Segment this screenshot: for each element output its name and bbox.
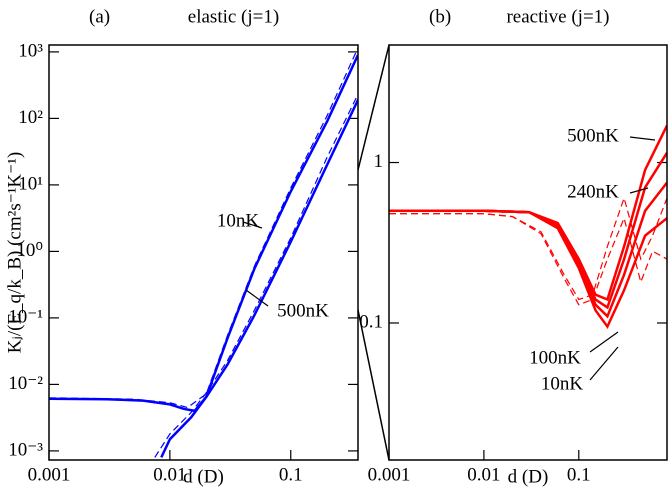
x-tick-label: 0.001 xyxy=(368,464,411,485)
plot-frame xyxy=(48,44,359,461)
y-tick-label: 0.1 xyxy=(359,311,383,332)
annotation-leader xyxy=(245,289,269,307)
curve-label: 500nK xyxy=(277,300,329,321)
annotation-leader xyxy=(589,346,619,381)
series-line xyxy=(49,47,358,409)
curve-label: 100nK xyxy=(529,347,581,368)
annotation-leader xyxy=(589,331,619,353)
y-tick-label: 10⁰ xyxy=(16,240,43,261)
curve-label: 10nK xyxy=(541,373,584,394)
y-tick-label: 10⁻² xyxy=(8,373,43,394)
panel-label: (b) xyxy=(429,6,451,27)
y-tick-label: 1 xyxy=(374,151,384,172)
y-tick-label: 10⁻³ xyxy=(8,439,43,460)
series-line xyxy=(160,99,358,458)
y-axis-label: Kⱼ/(E_q/k_B) (cm²s⁻¹K⁻¹) xyxy=(4,152,25,353)
y-tick-label: 10² xyxy=(18,107,43,128)
panel-title: elastic (j=1) xyxy=(188,6,279,27)
curve-label: 240nK xyxy=(567,181,619,202)
y-tick-label: 10³ xyxy=(18,40,43,61)
curve-label: 500nK xyxy=(567,125,619,146)
x-tick-label: 0.01 xyxy=(153,464,186,485)
annotation-leader xyxy=(629,187,649,194)
x-axis-label: d (D) xyxy=(183,466,224,487)
annotation-leader xyxy=(629,136,656,141)
x-tick-label: 0.1 xyxy=(567,464,591,485)
zoom-line xyxy=(357,44,390,171)
curve-label: 10nK xyxy=(217,210,260,231)
panel-title: reactive (j=1) xyxy=(506,6,609,27)
series-line xyxy=(389,213,667,306)
series-line xyxy=(389,209,667,330)
panel-label: (a) xyxy=(89,6,110,27)
x-tick-label: 0.01 xyxy=(467,464,500,485)
plot-frame xyxy=(388,44,668,461)
x-tick-label: 0.001 xyxy=(28,464,71,485)
y-tick-label: 10⁻¹ xyxy=(8,306,43,327)
annotation-leader xyxy=(242,221,263,229)
x-tick-label: 0.1 xyxy=(279,464,303,485)
series-line xyxy=(154,94,358,458)
x-axis-label: d (D) xyxy=(508,466,549,487)
zoom-line xyxy=(357,309,390,461)
series-line xyxy=(49,54,358,413)
y-tick-label: 10¹ xyxy=(18,173,43,194)
